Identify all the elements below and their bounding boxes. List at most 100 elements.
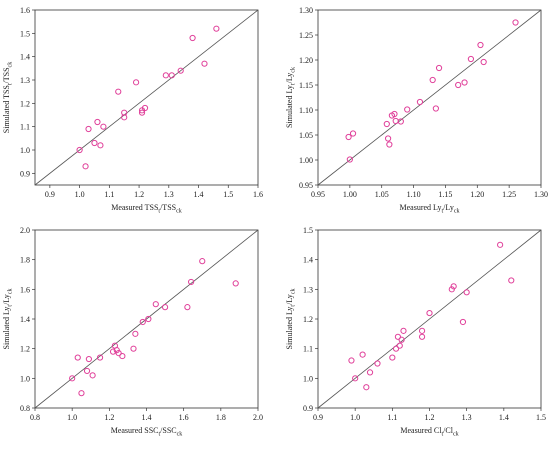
data-point — [352, 375, 359, 382]
y-tick-label: 1.0 — [20, 374, 30, 383]
data-point — [69, 375, 76, 382]
y-tick-label: 1.4 — [303, 256, 313, 265]
data-point — [374, 360, 381, 367]
data-point — [480, 58, 487, 66]
y-tick-label: 1.2 — [20, 345, 30, 354]
data-point — [100, 123, 107, 130]
data-point — [450, 283, 457, 290]
data-point — [132, 79, 140, 86]
y-tick-label: 1.4 — [20, 53, 30, 62]
data-point — [418, 333, 426, 340]
y-tick-label: 1.3 — [20, 76, 30, 85]
data-point — [398, 336, 405, 343]
data-point — [467, 55, 475, 63]
data-point — [429, 76, 436, 84]
y-tick-label: 1.25 — [299, 31, 313, 40]
data-point — [392, 345, 400, 352]
x-tick-label: 1.1 — [104, 190, 114, 199]
data-point — [201, 60, 208, 67]
y-tick-label: 1.5 — [303, 226, 313, 235]
y-tick-label: 1.05 — [299, 131, 313, 140]
one-to-one-line — [317, 9, 542, 186]
x-axis-label: Measured TSSt/TSSck — [111, 203, 182, 215]
data-point — [189, 34, 196, 42]
plot-frame — [34, 9, 259, 186]
x-tick-label: 1.4 — [194, 190, 204, 199]
data-point — [115, 350, 122, 357]
y-tick-label: 1.3 — [303, 285, 313, 294]
data-point — [145, 315, 152, 323]
x-tick-label: 1.05 — [375, 190, 389, 199]
y-tick-label: 1.1 — [303, 345, 313, 354]
data-point — [138, 109, 146, 116]
data-point — [391, 110, 398, 118]
data-point — [188, 278, 195, 286]
data-point — [512, 19, 519, 26]
data-point — [386, 141, 393, 148]
data-point — [383, 120, 390, 128]
data-point — [396, 342, 403, 349]
x-tick-label: 1.15 — [438, 190, 452, 199]
data-point — [416, 98, 424, 106]
x-tick-label: 0.9 — [313, 413, 323, 422]
data-point — [91, 139, 98, 147]
data-point — [232, 280, 239, 287]
x-tick-label: 0.95 — [311, 190, 325, 199]
data-point — [109, 348, 117, 355]
data-point — [213, 25, 220, 32]
x-tick-label: 1.0 — [75, 190, 85, 199]
data-point — [96, 354, 104, 361]
data-point — [426, 309, 433, 317]
data-point — [432, 105, 439, 112]
data-point — [121, 109, 128, 116]
x-tick-label: 1.0 — [350, 413, 360, 422]
data-point — [418, 327, 426, 334]
y-tick-label: 1.5 — [20, 29, 30, 38]
data-point — [455, 81, 462, 89]
x-tick-label: 1.1 — [387, 413, 397, 422]
x-tick-label: 1.0 — [67, 413, 77, 422]
data-point — [345, 133, 352, 141]
data-point — [477, 41, 484, 49]
x-tick-label: 1.5 — [536, 413, 546, 422]
data-point — [397, 118, 404, 125]
data-point — [119, 352, 126, 360]
x-tick-label: 1.8 — [216, 413, 226, 422]
data-point — [161, 304, 169, 311]
y-tick-label: 1.30 — [299, 6, 313, 15]
x-tick-label: 1.6 — [179, 413, 189, 422]
y-tick-label: 1.0 — [20, 146, 30, 155]
data-point — [346, 156, 353, 163]
y-tick-label: 1.8 — [20, 256, 30, 265]
x-tick-label: 1.2 — [425, 413, 435, 422]
data-point — [85, 125, 92, 133]
data-point — [459, 318, 467, 326]
y-axis-label: Simulated Lyt/Lyck — [2, 289, 14, 350]
data-point — [132, 330, 139, 337]
data-point — [115, 88, 122, 95]
one-to-one-line — [34, 9, 259, 186]
y-tick-label: 0.9 — [20, 169, 30, 178]
plot-frame — [317, 9, 542, 186]
y-tick-label: 1.2 — [303, 315, 313, 324]
x-tick-label: 1.4 — [142, 413, 152, 422]
y-tick-label: 2.0 — [20, 226, 30, 235]
data-point — [83, 367, 91, 375]
x-tick-label: 1.3 — [164, 190, 174, 199]
data-point — [363, 384, 370, 391]
x-tick-label: 1.30 — [534, 190, 548, 199]
data-point — [89, 372, 96, 379]
panel-2: 0.95 1.00 1.05 1.10 1.15 1.20 1.25 1.30 0.95 1.00… — [285, 6, 548, 215]
data-point — [97, 142, 104, 149]
data-point — [435, 64, 443, 72]
panel-4: 0.9 1.0 1.1 1.2 1.3 1.4 1.5 0.9 1.0 1.1 1.2 1.3 1.4 1… — [285, 226, 546, 438]
y-axis-label: Simulated TSSt/TSSck — [2, 62, 14, 133]
x-tick-label: 0.8 — [30, 413, 40, 422]
data-point — [78, 390, 85, 397]
data-point — [94, 118, 101, 126]
y-tick-label: 1.4 — [20, 315, 30, 324]
data-point — [152, 301, 159, 308]
x-tick-label: 1.5 — [223, 190, 233, 199]
x-tick-label: 1.3 — [462, 413, 472, 422]
